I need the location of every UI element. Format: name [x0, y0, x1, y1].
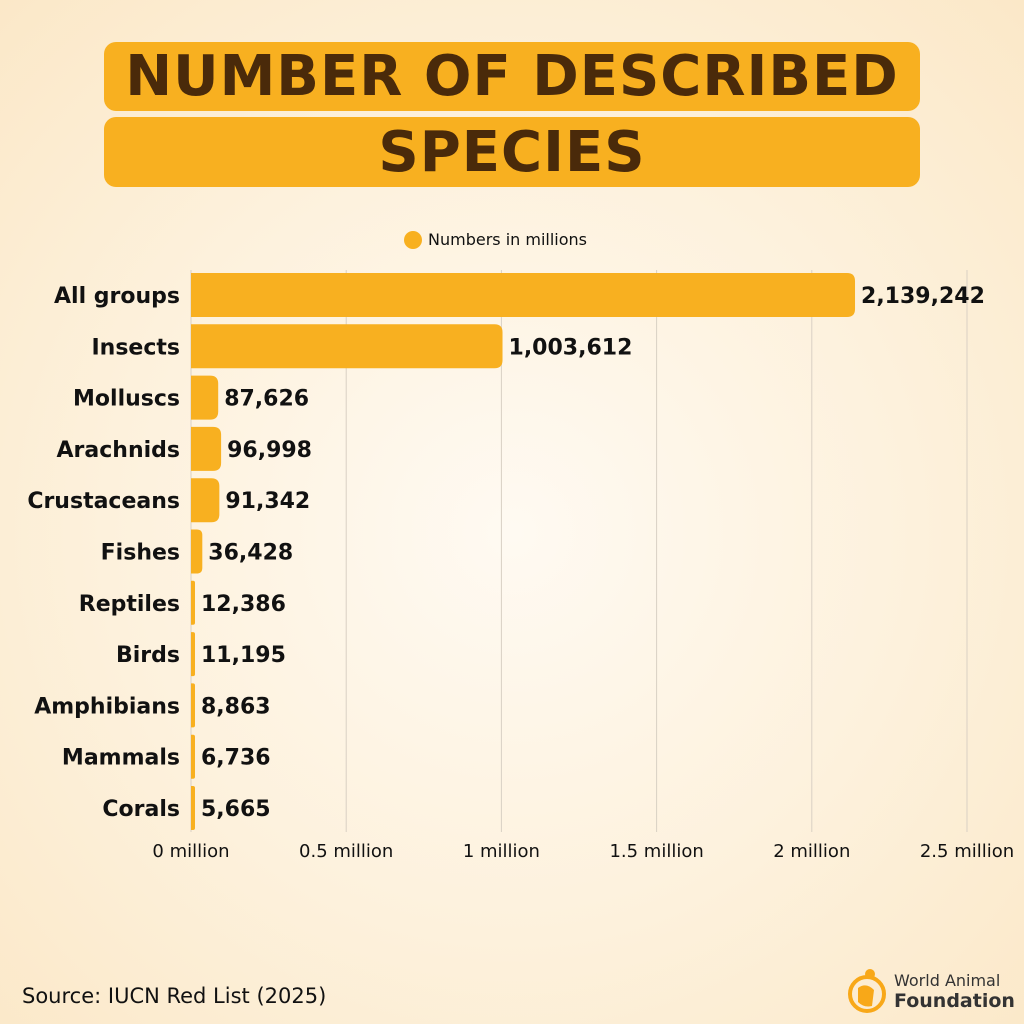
category-label: Amphibians — [34, 694, 180, 719]
x-tick-label: 0.5 million — [299, 841, 393, 862]
value-label: 2,139,242 — [861, 284, 985, 309]
value-label: 87,626 — [224, 387, 309, 412]
legend-swatch — [404, 230, 422, 249]
x-tick-label: 2.5 million — [920, 841, 1014, 862]
bar — [191, 580, 195, 625]
animal-logo-icon — [848, 969, 886, 1013]
x-tick-label: 1.5 million — [609, 841, 703, 862]
bar — [191, 734, 195, 779]
title-line-1: NUMBER OF DESCRIBED — [104, 42, 920, 111]
source-note: Source: IUCN Red List (2025) — [22, 984, 327, 1008]
x-tick-label: 1 million — [463, 841, 540, 862]
x-tick-label: 2 million — [773, 841, 850, 862]
category-label: Fishes — [101, 541, 180, 566]
logo: World Animal Foundation — [846, 968, 1015, 1014]
logo-line-1: World Animal — [894, 971, 1001, 990]
bar — [191, 529, 203, 574]
title-line-2: SPECIES — [104, 117, 920, 187]
category-label: All groups — [54, 284, 180, 309]
bar — [191, 375, 219, 420]
bar — [191, 786, 195, 830]
bar — [191, 273, 856, 317]
bar — [191, 683, 195, 728]
value-label: 12,386 — [201, 592, 286, 617]
legend-label: Numbers in millions — [428, 230, 587, 249]
logo-line-2: Foundation — [894, 990, 1015, 1012]
value-label: 8,863 — [201, 694, 271, 719]
category-label: Reptiles — [79, 592, 180, 617]
value-label: 1,003,612 — [509, 335, 633, 360]
x-tick-label: 0 million — [152, 841, 229, 862]
category-label: Arachnids — [57, 438, 180, 463]
value-label: 91,342 — [225, 489, 310, 514]
category-label: Insects — [91, 335, 180, 360]
bar — [191, 632, 195, 677]
bar — [191, 478, 220, 523]
category-label: Corals — [102, 797, 180, 822]
bar — [191, 426, 222, 471]
value-label: 6,736 — [201, 746, 271, 771]
category-label: Crustaceans — [27, 489, 180, 514]
value-label: 5,665 — [201, 797, 271, 822]
category-label: Molluscs — [73, 387, 180, 412]
value-label: 96,998 — [227, 438, 312, 463]
bar — [191, 324, 503, 369]
value-label: 36,428 — [208, 541, 293, 566]
legend: Numbers in millions — [404, 230, 587, 249]
category-label: Birds — [116, 643, 180, 668]
category-label: Mammals — [62, 746, 180, 771]
value-label: 11,195 — [201, 643, 286, 668]
